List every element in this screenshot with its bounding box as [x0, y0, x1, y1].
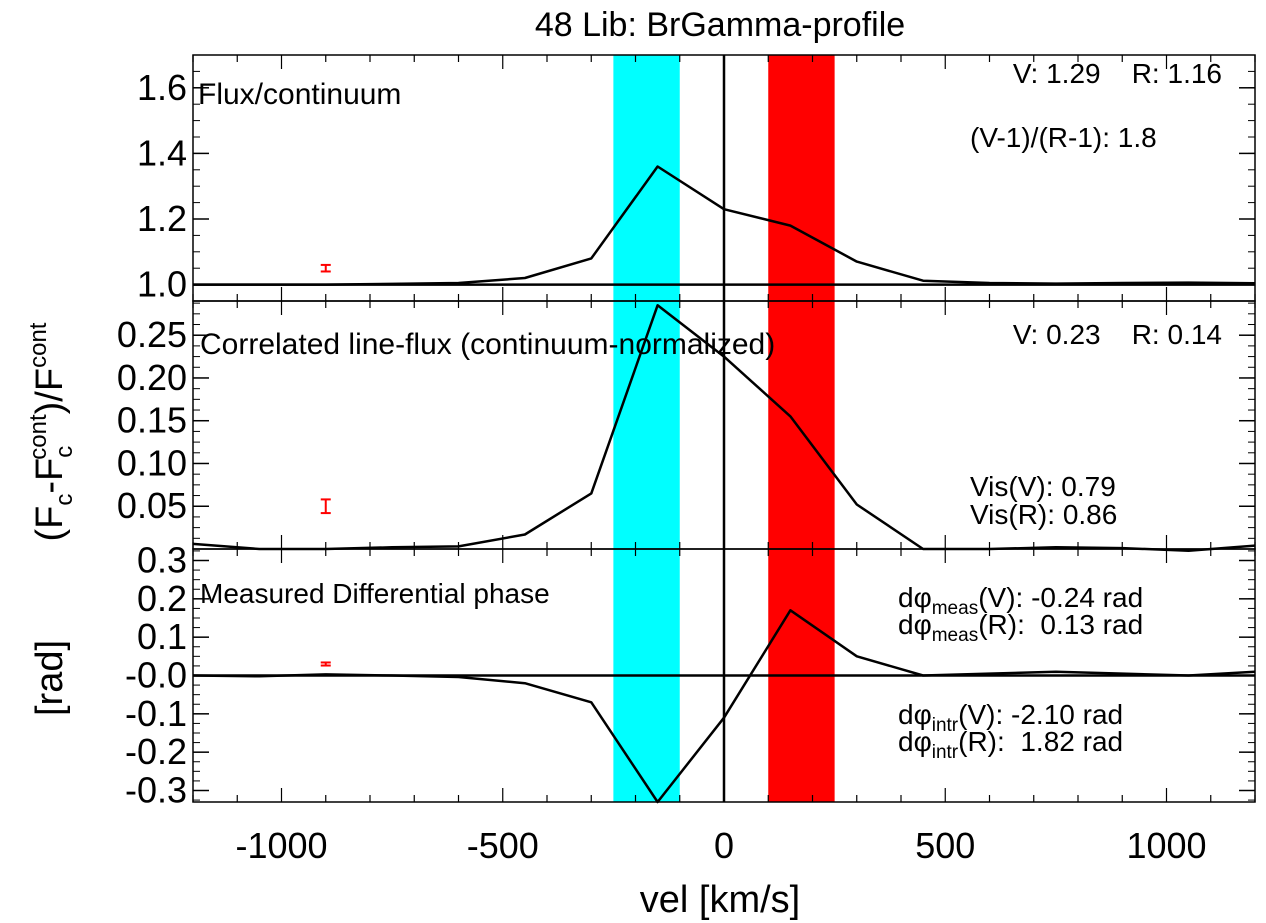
- y-tick-label-bot: 0.1: [137, 616, 187, 657]
- x-tick-label: 1000: [1126, 825, 1206, 866]
- annotation-vis-r: Vis(R): 0.86: [970, 499, 1117, 530]
- y-tick-label-top: 1.4: [137, 132, 187, 173]
- y-axis-label-mid: (Fc-Fccont)/Fcont: [25, 322, 78, 541]
- annotation-vis-v: Vis(V): 0.79: [970, 471, 1116, 502]
- x-tick-label: -1000: [235, 825, 327, 866]
- y-tick-label-mid: 0.15: [117, 400, 187, 441]
- y-axis-label-bot: [rad]: [29, 640, 71, 716]
- y-tick-label-mid: 0.10: [117, 442, 187, 483]
- annotation-dphi-meas-r: dφmeas(R): 0.13 rad: [898, 609, 1143, 646]
- x-tick-label: 500: [915, 825, 975, 866]
- y-tick-label-bot: -0.0: [125, 655, 187, 696]
- y-tick-label-mid: 0.20: [117, 357, 187, 398]
- annotation-dphi-meas-v: dφmeas(V): -0.24 rad: [898, 582, 1143, 619]
- y-tick-label-bot: 0.2: [137, 578, 187, 619]
- annotation-top-vr: V: 1.29 R: 1.16: [1013, 58, 1222, 89]
- y-tick-label-top: 1.2: [137, 198, 187, 239]
- red-band: [768, 55, 835, 802]
- panel-title-top: Flux/continuum: [198, 78, 401, 111]
- error-bars: [320, 263, 331, 667]
- annotation-mid-vr: V: 0.23 R: 0.14: [1013, 319, 1222, 350]
- y-tick-label-top: 1.6: [137, 67, 187, 108]
- axis-ticks: [192, 54, 1256, 802]
- x-tick-label: -500: [467, 825, 539, 866]
- annotation-dphi-intr-r: dφintr(R): 1.82 rad: [898, 726, 1123, 763]
- panel-title-mid: Correlated line-flux (continuum-normaliz…: [200, 328, 775, 361]
- y-tick-label-bot: -0.2: [125, 731, 187, 772]
- y-tick-label-mid: 0.05: [117, 485, 187, 526]
- annotation-top-ratio: (V-1)/(R-1): 1.8: [970, 122, 1157, 153]
- annotation-dphi-intr-v: dφintr(V): -2.10 rad: [898, 699, 1123, 736]
- x-axis-label: vel [km/s]: [640, 879, 800, 921]
- blue-band: [613, 55, 680, 802]
- y-tick-label-top: 1.0: [137, 264, 187, 305]
- tick-labels: 1.01.21.41.60.050.100.150.200.25-0.3-0.2…: [117, 67, 1207, 866]
- x-tick-label: 0: [714, 825, 734, 866]
- chart-title: 48 Lib: BrGamma-profile: [535, 6, 905, 44]
- velocity-bands: [613, 55, 835, 802]
- reference-lines: [193, 55, 1255, 802]
- y-tick-label-bot: 0.3: [137, 540, 187, 581]
- y-tick-label-bot: -0.1: [125, 693, 187, 734]
- y-tick-label-bot: -0.3: [125, 770, 187, 811]
- panel-title-bot: Measured Differential phase: [200, 578, 550, 609]
- y-tick-label-mid: 0.25: [117, 314, 187, 355]
